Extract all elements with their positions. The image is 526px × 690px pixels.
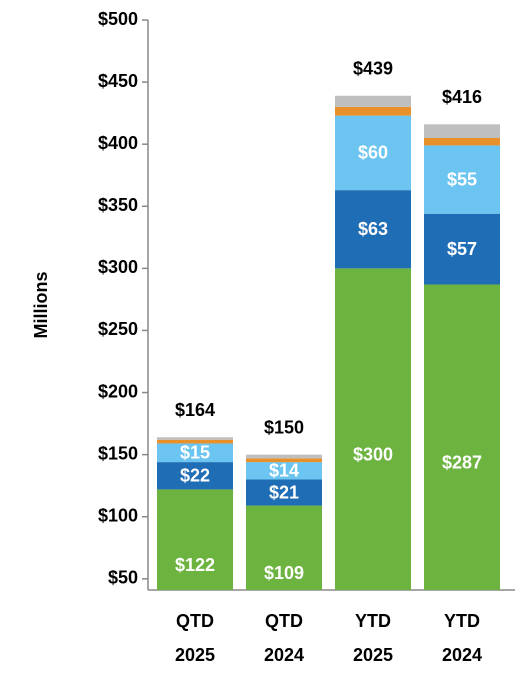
- x-tick-label: YTD: [444, 611, 480, 631]
- y-tick-label: $300: [98, 257, 138, 277]
- y-tick-label: $400: [98, 133, 138, 153]
- y-tick-label: $150: [98, 443, 138, 463]
- data-label: $63: [358, 219, 388, 239]
- data-label: $57: [447, 239, 477, 259]
- total-label: $150: [264, 417, 304, 437]
- bar-segment: [246, 458, 322, 463]
- data-label: $22: [180, 466, 210, 486]
- y-tick-label: $100: [98, 505, 138, 525]
- y-axis-label: Millions: [31, 272, 51, 339]
- bar-segment: [424, 145, 500, 214]
- bar-segment: [335, 268, 411, 590]
- y-tick-label: $200: [98, 381, 138, 401]
- data-label: $122: [175, 555, 215, 575]
- bar-segment: [246, 462, 322, 480]
- y-tick-label: $50: [108, 568, 138, 588]
- data-label: $21: [269, 482, 299, 502]
- y-tick-label: $250: [98, 319, 138, 339]
- bar-segment: [246, 479, 322, 506]
- data-label: $14: [269, 461, 299, 481]
- x-tick-label: 2025: [353, 645, 393, 665]
- bar-segment: [157, 443, 233, 463]
- bar-segment: [157, 437, 233, 440]
- bar-segment: [157, 439, 233, 444]
- bar-segment: [157, 489, 233, 590]
- y-tick-label: $450: [98, 71, 138, 91]
- data-label: $287: [442, 452, 482, 472]
- x-tick-label: YTD: [355, 611, 391, 631]
- bar-segment: [424, 213, 500, 285]
- bar-segment: [335, 190, 411, 269]
- bar-segment: [246, 505, 322, 590]
- x-tick-label: QTD: [176, 611, 214, 631]
- x-tick-label: QTD: [265, 611, 303, 631]
- total-label: $439: [353, 59, 393, 79]
- x-tick-label: 2024: [442, 645, 482, 665]
- y-tick-label: $500: [98, 9, 138, 29]
- data-label: $300: [353, 444, 393, 464]
- bar-segment: [246, 454, 322, 459]
- data-label: $109: [264, 563, 304, 583]
- total-label: $416: [442, 87, 482, 107]
- data-label: $60: [358, 143, 388, 163]
- bar-segment: [424, 124, 500, 138]
- x-tick-label: 2024: [264, 645, 304, 665]
- bar-segment: [335, 115, 411, 191]
- data-label: $55: [447, 169, 477, 189]
- y-tick-label: $350: [98, 195, 138, 215]
- bar-segment: [335, 106, 411, 116]
- bar-segment: [335, 95, 411, 107]
- data-label: $15: [180, 443, 210, 463]
- x-tick-label: 2025: [175, 645, 215, 665]
- bar-segment: [424, 137, 500, 146]
- bar-segment: [157, 462, 233, 490]
- total-label: $164: [175, 400, 215, 420]
- bar-segment: [424, 284, 500, 590]
